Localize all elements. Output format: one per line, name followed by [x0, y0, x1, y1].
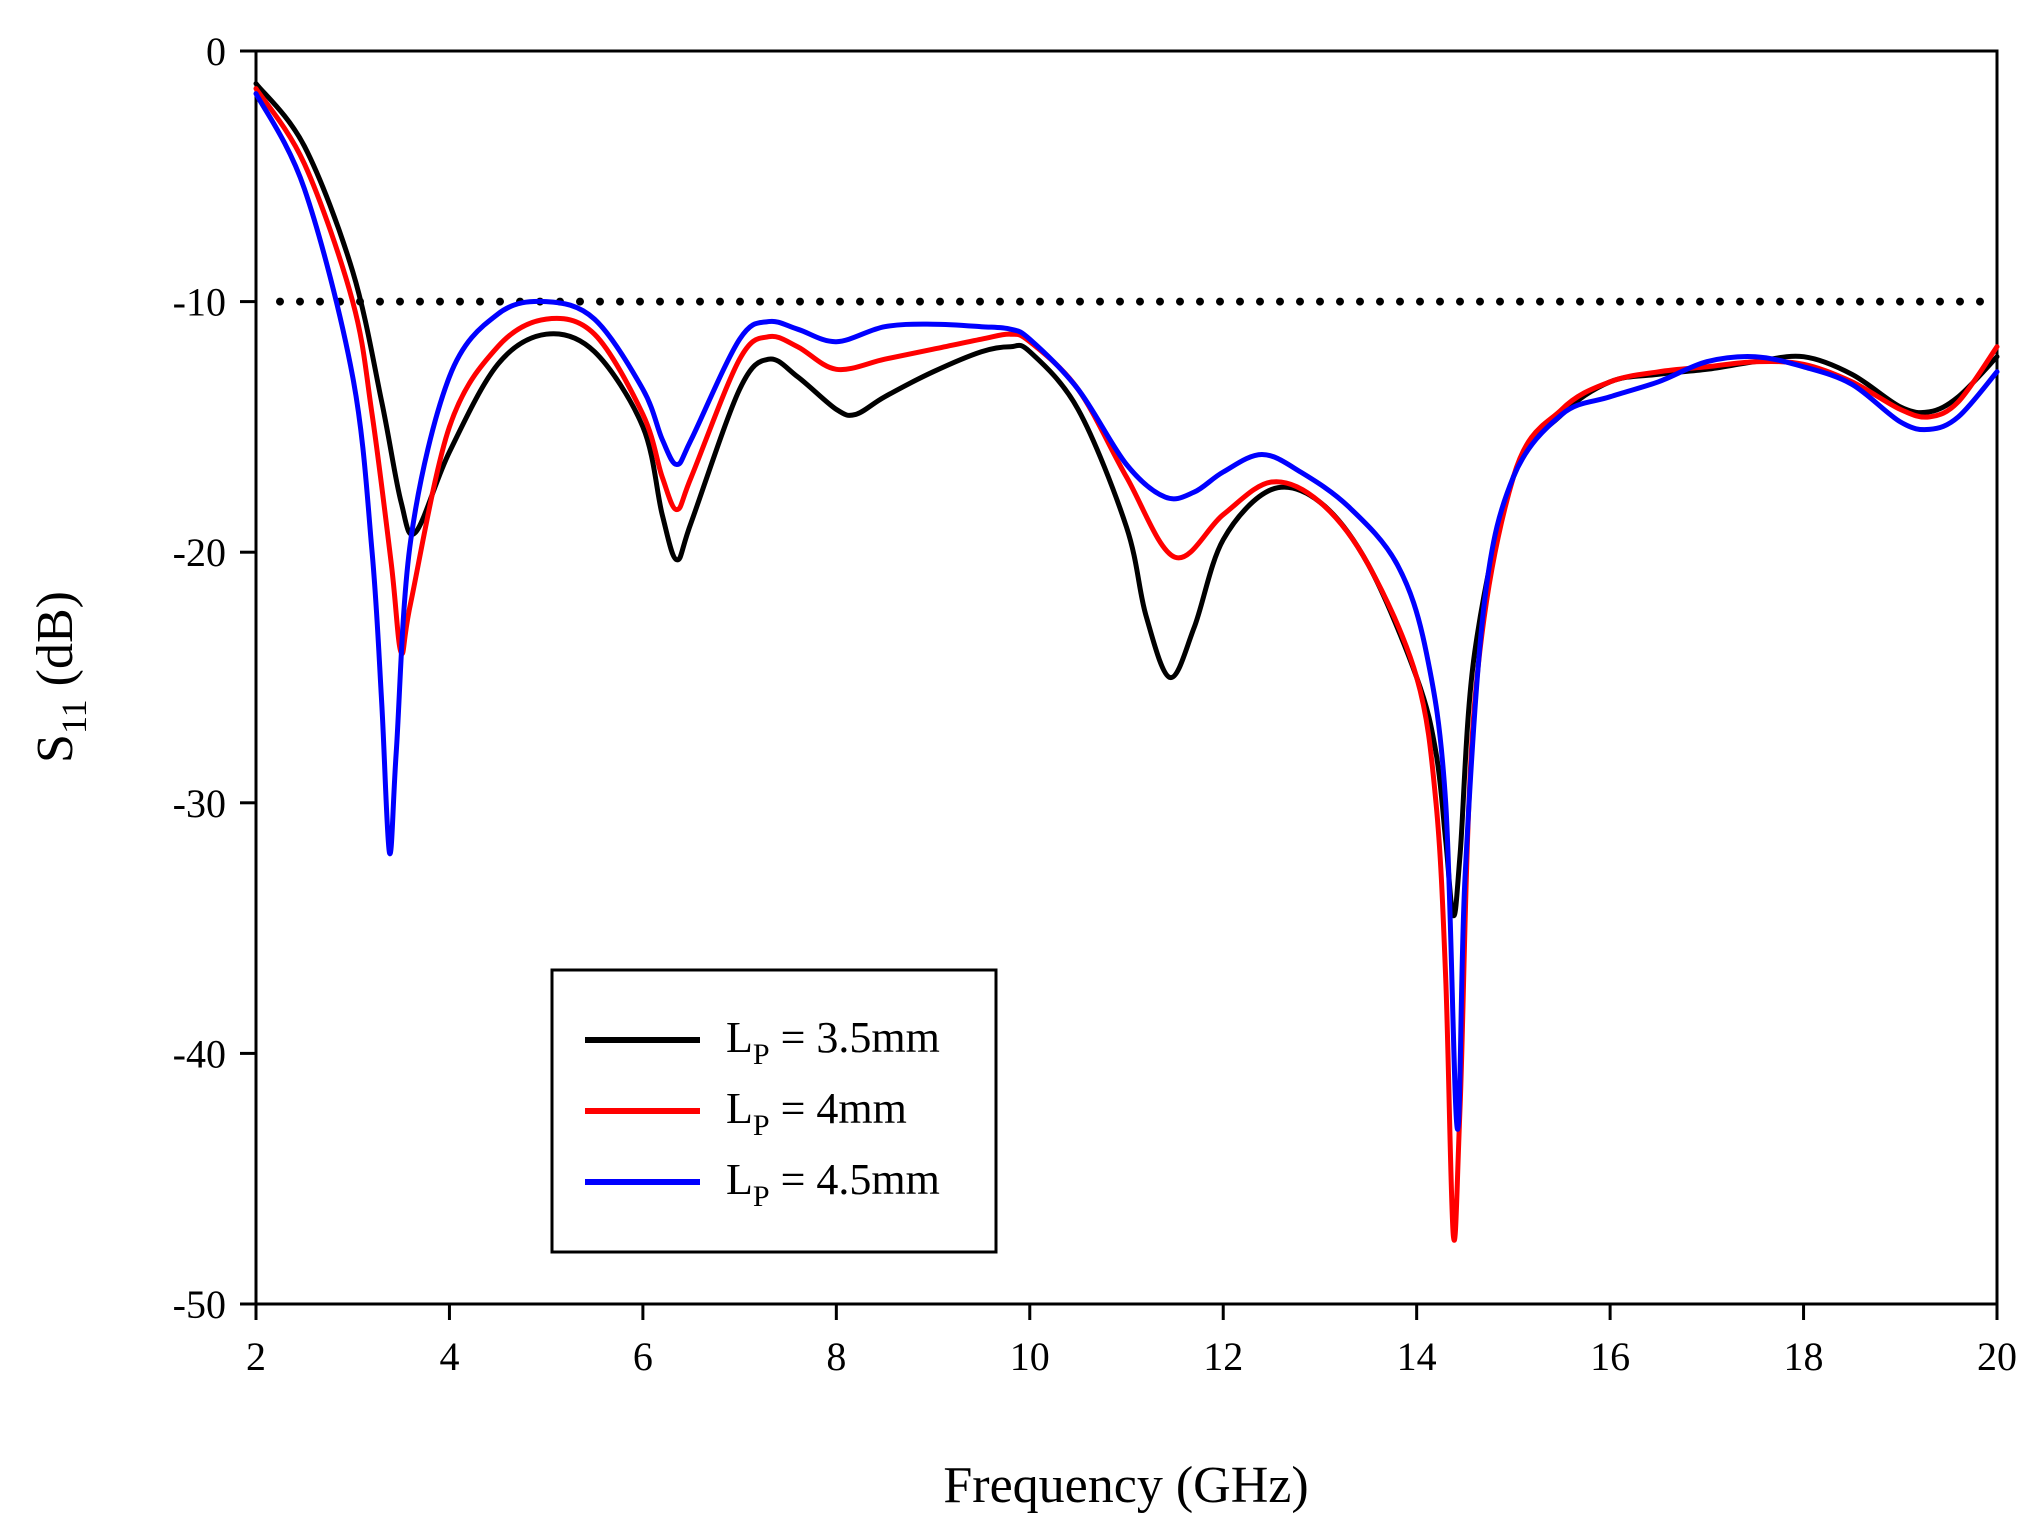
y-tick-label: -40	[173, 1031, 226, 1076]
series-layer	[253, 81, 2000, 1243]
x-tick-label: 6	[633, 1334, 653, 1379]
y-tick-label: -50	[173, 1282, 226, 1327]
x-tick-label: 4	[439, 1334, 459, 1379]
y-tick-label: -20	[173, 530, 226, 575]
legend: LP = 3.5mm LP = 4mm LP = 4.5mm	[550, 968, 998, 1254]
x-tick-label: 18	[1784, 1334, 1824, 1379]
x-tick-label: 12	[1203, 1334, 1243, 1379]
x-tick-label: 20	[1977, 1334, 2017, 1379]
plot-frame	[254, 49, 1999, 1306]
series-line-1	[253, 86, 2000, 1243]
y-axis-title: S11 (dB)	[27, 591, 94, 763]
x-tick-label: 8	[826, 1334, 846, 1379]
y-tick-label: -30	[173, 781, 226, 826]
series-line-0	[253, 81, 2000, 919]
legend-label-1: LP = 4mm	[726, 1084, 907, 1142]
series-line-2	[253, 91, 2000, 1132]
legend-label-2: LP = 4.5mm	[726, 1155, 940, 1213]
y-axis-ticks: 0 -10 -20 -30 -40 -50	[173, 29, 256, 1327]
x-tick-label: 2	[246, 1334, 266, 1379]
x-tick-label: 16	[1590, 1334, 1630, 1379]
x-axis-title: Frequency (GHz)	[943, 1457, 1308, 1514]
y-tick-label: 0	[206, 29, 226, 74]
x-tick-label: 10	[1010, 1334, 1050, 1379]
x-tick-label: 14	[1397, 1334, 1437, 1379]
x-axis-ticks: 2 4 6 8 10 12 14 16 18 20	[246, 1304, 2017, 1379]
legend-label-0: LP = 3.5mm	[726, 1013, 940, 1071]
y-tick-label: -10	[173, 280, 226, 325]
